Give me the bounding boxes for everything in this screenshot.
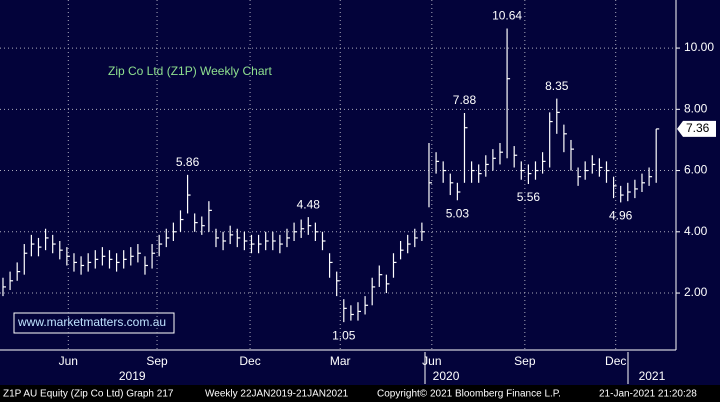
year-label: 2020 bbox=[433, 369, 460, 383]
y-tick-label: 6.00 bbox=[684, 163, 708, 177]
chart-background bbox=[0, 0, 720, 385]
year-label: 2021 bbox=[639, 369, 666, 383]
footer-text: Weekly 22JAN2019-21JAN2021 bbox=[205, 389, 349, 400]
x-tick-label: Jun bbox=[59, 354, 78, 368]
y-tick-label: 2.00 bbox=[684, 285, 708, 299]
annotation: 5.03 bbox=[446, 206, 470, 220]
last-price-box bbox=[677, 120, 716, 137]
footer-band bbox=[0, 385, 720, 402]
annotation: 1.05 bbox=[332, 328, 356, 342]
footer-text: 21-Jan-2021 21:20:28 bbox=[599, 389, 697, 400]
watermark-box bbox=[13, 312, 175, 334]
x-tick-label: Sep bbox=[514, 354, 536, 368]
footer-text: Copyright© 2021 Bloomberg Finance L.P. bbox=[377, 389, 561, 400]
annotation: 4.48 bbox=[297, 197, 321, 211]
chart-title: Zip Co Ltd (Z1P) Weekly Chart bbox=[108, 64, 272, 78]
year-label: 2019 bbox=[119, 369, 146, 383]
y-tick-label: 4.00 bbox=[684, 224, 708, 238]
x-tick-label: Mar bbox=[330, 354, 351, 368]
x-tick-label: Dec bbox=[239, 354, 260, 368]
x-tick-label: Jun bbox=[422, 354, 441, 368]
annotation: 10.64 bbox=[492, 9, 522, 23]
y-tick-label: 10.00 bbox=[684, 40, 714, 54]
annotation: 5.86 bbox=[176, 155, 200, 169]
annotation: 5.56 bbox=[517, 190, 541, 204]
annotation: 7.88 bbox=[453, 93, 477, 107]
x-tick-label: Dec bbox=[605, 354, 626, 368]
y-tick-label: 8.00 bbox=[684, 101, 708, 115]
last-price-label: 7.36 bbox=[686, 121, 710, 135]
annotation: 8.35 bbox=[545, 79, 569, 93]
x-tick-label: Sep bbox=[146, 354, 168, 368]
annotation: 4.96 bbox=[609, 209, 633, 223]
footer-text: Z1P AU Equity (Zip Co Ltd) Graph 217 bbox=[3, 389, 174, 400]
watermark: www.marketmatters.com.au bbox=[17, 315, 166, 329]
